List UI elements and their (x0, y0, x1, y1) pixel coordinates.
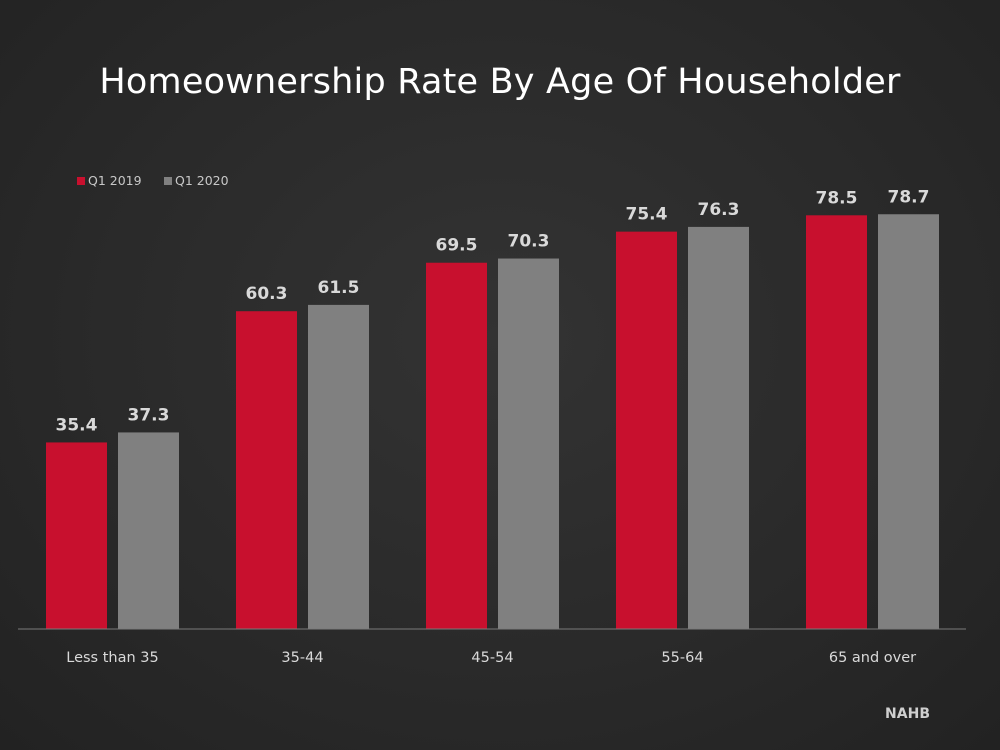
chart-title: Homeownership Rate By Age Of Householder (99, 62, 901, 102)
value-label: 78.7 (888, 187, 930, 207)
category-label: Less than 35 (66, 650, 158, 666)
legend: Q1 2019 Q1 2020 (77, 173, 229, 188)
bar-35-44-q1-2020 (308, 304, 369, 629)
category-label: 45-54 (471, 650, 513, 666)
bar-35-44-q1-2019 (236, 311, 297, 629)
legend-swatch (77, 177, 85, 185)
category-label: 65 and over (829, 650, 916, 666)
legend-swatch (164, 177, 172, 185)
value-label: 60.3 (246, 284, 288, 304)
value-label: 61.5 (318, 278, 360, 298)
bar-less-than-35-q1-2020 (118, 432, 179, 629)
bar-55-64-q1-2019 (616, 231, 677, 629)
value-label: 76.3 (698, 200, 740, 220)
category-label: 55-64 (661, 650, 703, 666)
bar-45-54-q1-2019 (426, 262, 487, 629)
bar-45-54-q1-2020 (498, 258, 559, 629)
value-label: 37.3 (128, 405, 170, 425)
value-label: 69.5 (436, 236, 478, 256)
value-label: 75.4 (626, 205, 668, 225)
bar-65-and-over-q1-2020 (878, 214, 939, 629)
category-labels: Less than 35 35-44 45-54 55-64 65 and over (66, 650, 916, 666)
legend-label: Q1 2020 (175, 173, 229, 188)
bar-65-and-over-q1-2019 (806, 215, 867, 629)
legend-label: Q1 2019 (88, 173, 142, 188)
category-label: 35-44 (281, 650, 323, 666)
value-label: 78.5 (816, 188, 858, 208)
value-label: 35.4 (56, 415, 98, 435)
bar-55-64-q1-2020 (688, 226, 749, 630)
bar-less-than-35-q1-2019 (46, 442, 107, 629)
source-label: NAHB (885, 706, 930, 722)
bars-group: 35.4 37.3 60.3 61.5 69.5 70.3 75.4 76.3 78.5 78.7 (46, 187, 939, 630)
value-label: 70.3 (508, 232, 550, 252)
